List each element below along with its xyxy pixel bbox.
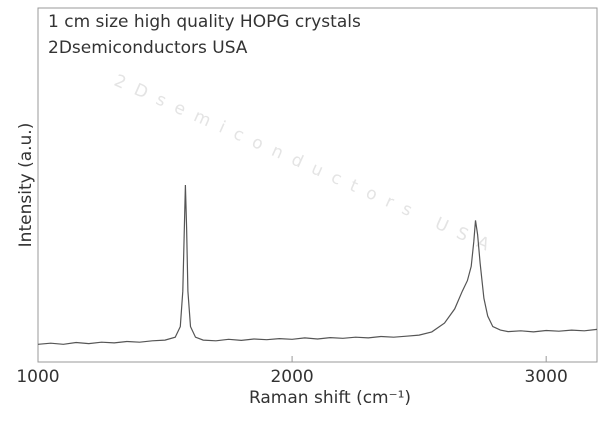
watermark: 2Dsemiconductors USA — [111, 71, 502, 260]
x-axis-label: Raman shift (cm⁻¹) — [249, 388, 411, 408]
x-tick-label: 3000 — [525, 367, 568, 387]
chart-subtitle: 2Dsemiconductors USA — [48, 38, 248, 58]
spectrum-line — [37, 184, 598, 345]
x-tick-label: 1000 — [16, 367, 59, 387]
y-axis-label: Intensity (a.u.) — [16, 123, 36, 248]
plot-frame — [37, 7, 598, 363]
chart-title: 1 cm size high quality HOPG crystals — [48, 12, 361, 32]
x-tick-label: 2000 — [270, 367, 313, 387]
